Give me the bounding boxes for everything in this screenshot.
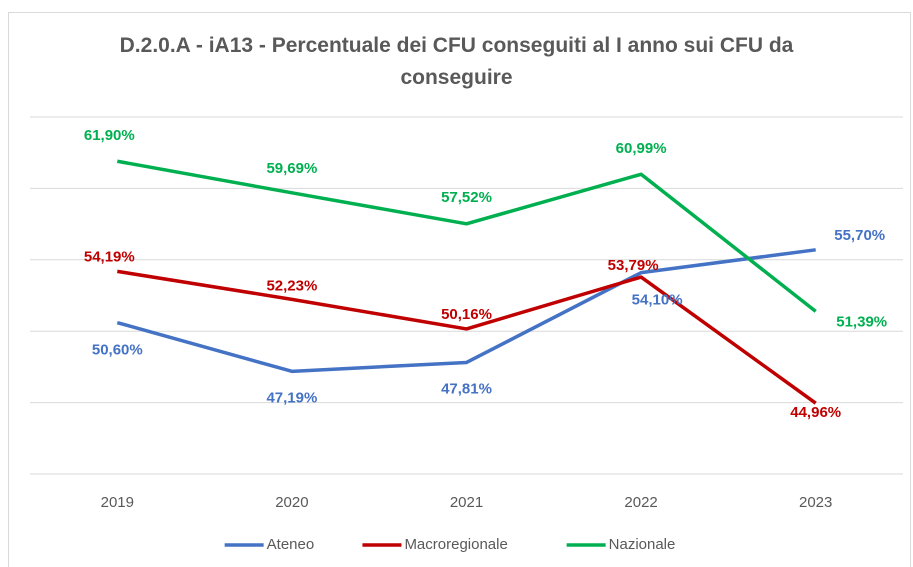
data-label: 50,16% bbox=[441, 306, 492, 323]
data-label: 60,99% bbox=[616, 140, 667, 157]
data-label: 54,19% bbox=[84, 248, 135, 265]
data-label: 47,81% bbox=[441, 380, 492, 397]
x-tick-label: 2023 bbox=[799, 494, 832, 511]
data-label: 52,23% bbox=[266, 277, 317, 294]
data-label: 47,19% bbox=[266, 389, 317, 406]
data-label: 53,79% bbox=[608, 257, 659, 274]
legend-label: Macroregionale bbox=[404, 536, 507, 553]
data-label: 55,70% bbox=[834, 227, 885, 244]
series-line bbox=[116, 159, 817, 313]
x-tick-label: 2020 bbox=[275, 494, 308, 511]
series-line bbox=[117, 269, 817, 405]
x-tick-label: 2022 bbox=[624, 494, 657, 511]
x-tick-label: 2019 bbox=[101, 494, 134, 511]
series-line bbox=[116, 248, 816, 374]
data-label: 61,90% bbox=[84, 127, 135, 144]
x-tick-label: 2021 bbox=[450, 494, 483, 511]
title-box: D.2.0.A - iA13 - Percentuale dei CFU con… bbox=[0, 30, 913, 94]
legend-label: Nazionale bbox=[609, 536, 676, 553]
data-label: 51,39% bbox=[836, 313, 887, 330]
data-label: 57,52% bbox=[441, 189, 492, 206]
chart-title: D.2.0.A - iA13 - Percentuale dei CFU con… bbox=[119, 34, 794, 89]
data-label: 59,69% bbox=[266, 160, 317, 177]
data-label: 50,60% bbox=[92, 342, 143, 359]
chart-frame bbox=[8, 12, 911, 567]
legend-label: Ateneo bbox=[267, 536, 315, 553]
data-label: 54,10% bbox=[632, 292, 683, 309]
data-label: 44,96% bbox=[790, 404, 841, 421]
